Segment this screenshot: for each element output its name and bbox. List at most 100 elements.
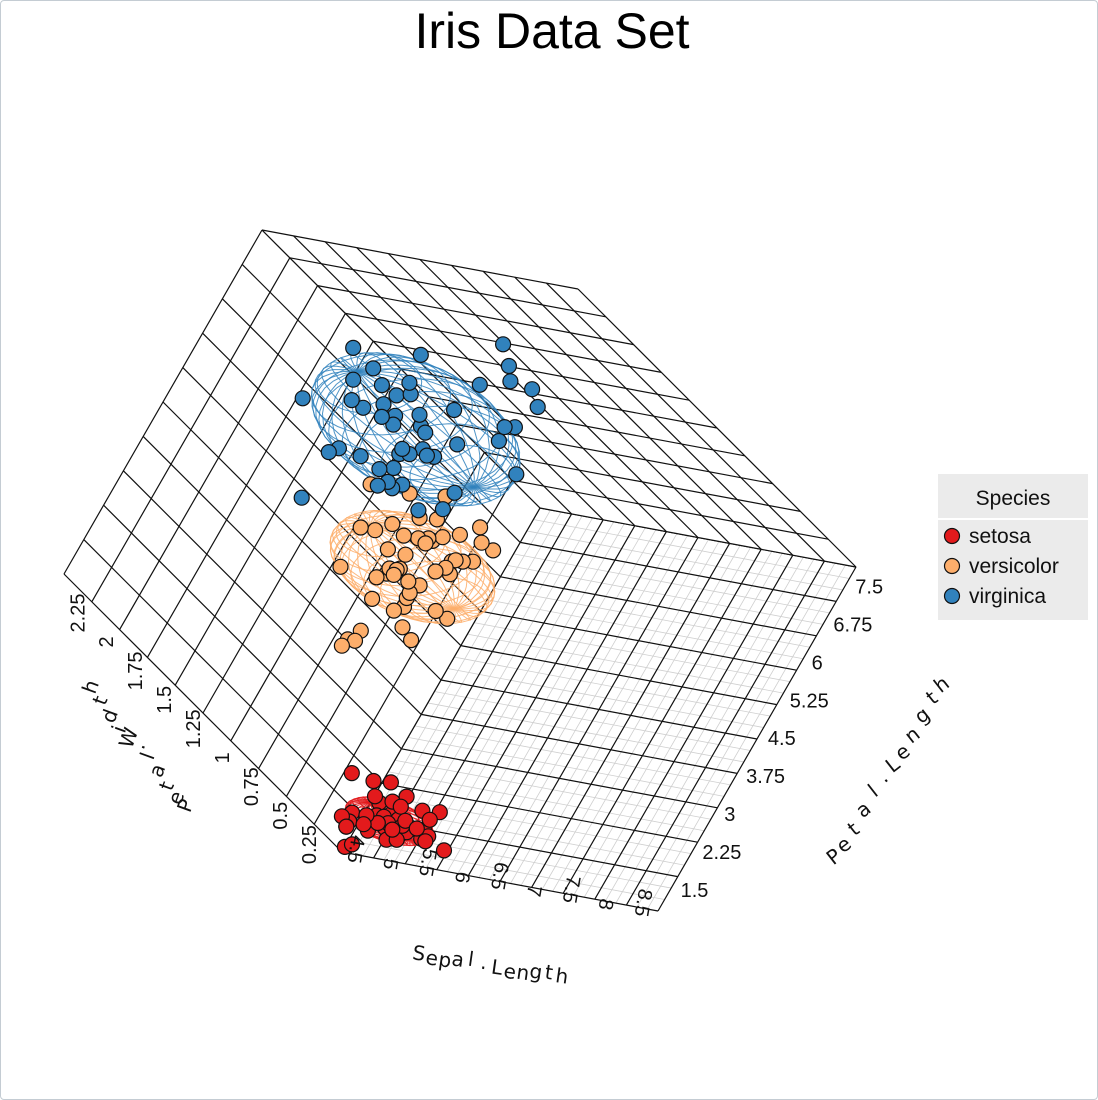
point-setosa-43 bbox=[338, 818, 355, 835]
y-axis-label-char: a bbox=[851, 796, 875, 822]
x-axis-label-char: n bbox=[515, 960, 531, 986]
point-setosa-48 bbox=[355, 816, 372, 833]
point-versicolor-15 bbox=[364, 590, 381, 608]
point-versicolor-13 bbox=[439, 610, 456, 627]
point-versicolor-10 bbox=[332, 558, 349, 575]
point-setosa-44 bbox=[343, 764, 360, 782]
point-setosa-32 bbox=[392, 798, 409, 815]
point-virginica-38 bbox=[418, 447, 435, 464]
tick-layer: 4.5 5 5.5 6 6.5 7 7.5 8 8.5 1.52.2533.754.55.2566… bbox=[67, 576, 883, 918]
y-axis-label-char: t bbox=[843, 817, 864, 841]
series-setosa bbox=[333, 764, 453, 859]
z-tick-label: 1.5 bbox=[154, 686, 176, 714]
point-virginica-41 bbox=[373, 377, 390, 394]
x-axis-label-char: . bbox=[479, 950, 489, 975]
point-versicolor-48 bbox=[427, 563, 444, 580]
point-virginica-30 bbox=[508, 466, 525, 483]
x-axis-label-char: l bbox=[467, 947, 476, 972]
point-setosa-47 bbox=[397, 812, 414, 829]
point-virginica-1 bbox=[345, 339, 362, 356]
point-setosa-23 bbox=[343, 836, 361, 853]
y-tick-label: 4.5 bbox=[768, 728, 796, 750]
legend-marker bbox=[943, 587, 961, 605]
legend-title: Species bbox=[976, 487, 1051, 510]
point-setosa-37 bbox=[417, 833, 434, 850]
x-tick-label: 5 bbox=[378, 857, 402, 872]
point-setosa-21 bbox=[421, 811, 438, 828]
point-virginica-49 bbox=[343, 392, 360, 409]
x-tick-label: 4.5 bbox=[342, 834, 368, 865]
point-versicolor-46 bbox=[400, 573, 417, 590]
point-versicolor-42 bbox=[417, 535, 434, 552]
z-tick-label: 0.5 bbox=[270, 802, 292, 830]
legend-label: virginica bbox=[969, 585, 1046, 608]
x-axis-label-char: S bbox=[411, 940, 427, 966]
z-axis-label-char: h bbox=[77, 677, 104, 697]
point-versicolor-17 bbox=[367, 522, 384, 539]
point-virginica-44 bbox=[401, 374, 418, 391]
point-setosa-24 bbox=[365, 772, 382, 790]
z-tick-label: 0.25 bbox=[299, 825, 321, 864]
point-versicolor-18 bbox=[427, 602, 444, 620]
x-tick-label: 5.5 bbox=[414, 847, 440, 878]
grid-layer bbox=[63, 229, 857, 912]
point-versicolor-36 bbox=[384, 515, 401, 533]
point-virginica-19 bbox=[495, 336, 512, 353]
point-virginica-20 bbox=[410, 502, 427, 519]
point-virginica-48 bbox=[394, 440, 411, 457]
point-setosa-49 bbox=[408, 820, 425, 837]
point-virginica-3 bbox=[446, 401, 463, 419]
x-tick-label: 8.5 bbox=[629, 887, 655, 918]
point-versicolor-49 bbox=[333, 637, 350, 654]
point-setosa-45 bbox=[382, 774, 399, 791]
point-versicolor-5 bbox=[434, 529, 451, 546]
legend-item-setosa: setosa bbox=[943, 525, 1031, 548]
z-tick-label: 0.75 bbox=[241, 767, 263, 806]
point-setosa-27 bbox=[366, 788, 384, 805]
point-virginica-35 bbox=[446, 484, 463, 501]
y-tick-label: 1.5 bbox=[681, 880, 709, 902]
legend-items: setosa versicolor virginica bbox=[943, 525, 1059, 608]
point-virginica-43 bbox=[352, 448, 369, 465]
point-virginica-6 bbox=[502, 373, 519, 390]
z-axis-label-char: a bbox=[144, 761, 171, 781]
x-tick-label: 8 bbox=[594, 897, 618, 912]
chart-title: Iris Data Set bbox=[414, 3, 689, 59]
y-tick-label: 2.25 bbox=[702, 842, 741, 864]
point-virginica-42 bbox=[385, 416, 402, 433]
y-tick-label: 6 bbox=[812, 652, 823, 674]
point-setosa-15 bbox=[435, 842, 453, 859]
legend: Species setosa versicolor virginica bbox=[938, 474, 1088, 620]
y-tick-label: 7.5 bbox=[855, 576, 883, 598]
legend-item-versicolor: versicolor bbox=[943, 555, 1059, 578]
y-axis-label-char: l bbox=[863, 780, 882, 802]
y-tick-label: 5.25 bbox=[790, 690, 829, 712]
x-tick-label: 7.5 bbox=[558, 874, 584, 905]
z-tick-label: 1.75 bbox=[125, 651, 147, 690]
point-virginica-15 bbox=[294, 390, 311, 407]
legend-body bbox=[938, 520, 1088, 620]
point-virginica-32 bbox=[529, 398, 546, 416]
point-virginica-45 bbox=[365, 360, 382, 377]
point-virginica-10 bbox=[412, 346, 429, 363]
z-tick-label: 1.25 bbox=[183, 709, 205, 748]
point-virginica-16 bbox=[355, 399, 372, 416]
point-virginica-47 bbox=[385, 459, 402, 477]
point-virginica-50 bbox=[371, 461, 388, 478]
point-versicolor-27 bbox=[473, 534, 490, 551]
point-layer bbox=[293, 336, 546, 859]
legend-label: versicolor bbox=[969, 555, 1059, 578]
y-tick-label: 3 bbox=[724, 804, 735, 826]
point-virginica-46 bbox=[373, 408, 390, 425]
point-versicolor-3 bbox=[472, 519, 489, 536]
z-tick-label: 2.25 bbox=[67, 594, 89, 633]
point-versicolor-31 bbox=[385, 602, 402, 619]
series-versicolor bbox=[332, 476, 502, 654]
x-axis-label-char: g bbox=[528, 959, 544, 985]
x-axis-label-char: e bbox=[424, 945, 440, 970]
legend-item-virginica: virginica bbox=[943, 585, 1046, 608]
